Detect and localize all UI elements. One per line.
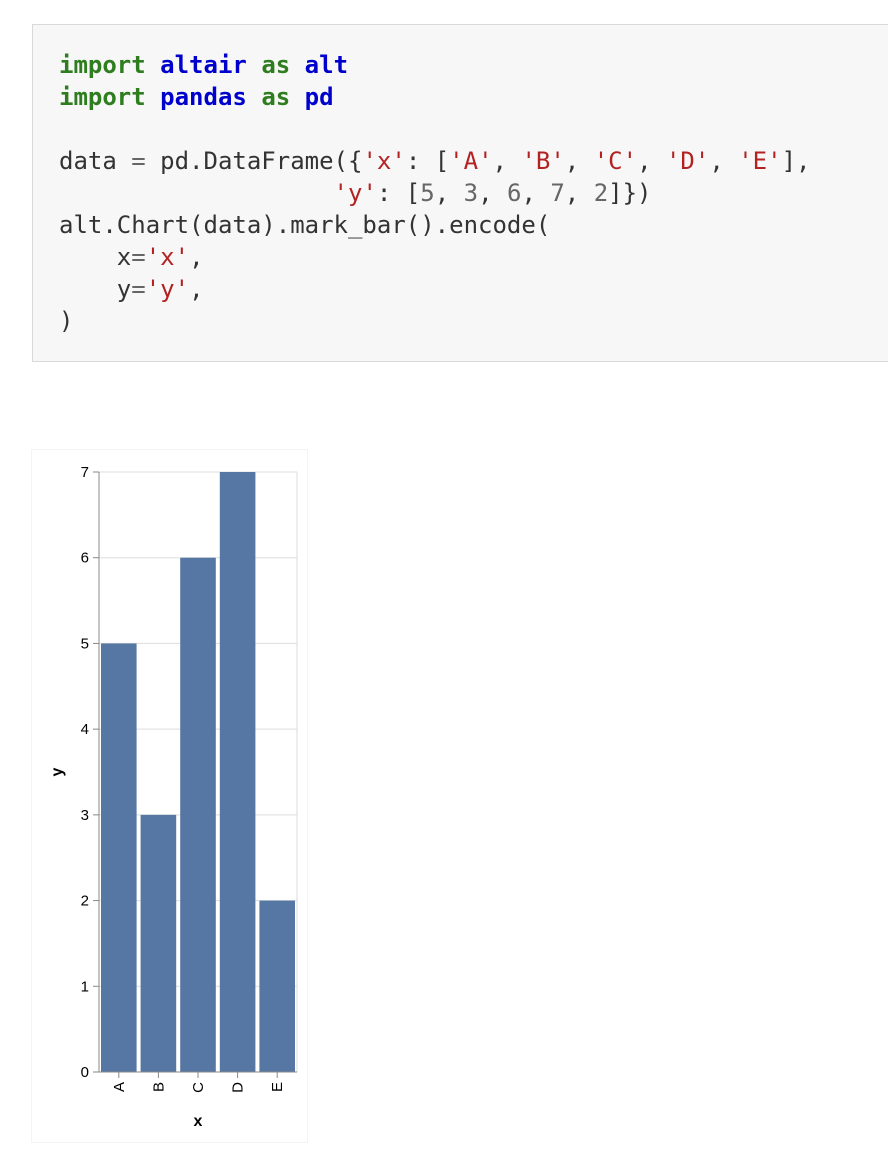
code-token: 2	[593, 179, 609, 207]
y-tick-label: 0	[81, 1064, 89, 1081]
code-token: alt	[304, 51, 349, 79]
code-token: as	[261, 51, 291, 79]
x-tick-label: B	[150, 1082, 167, 1092]
y-tick-label: 1	[81, 978, 89, 995]
code-token: 'E'	[738, 147, 782, 175]
code-token: ,	[521, 179, 551, 207]
code-token: =	[131, 147, 146, 175]
code-cell[interactable]: import altair as alt import pandas as pd d…	[32, 24, 888, 362]
code-token: 'A'	[449, 147, 493, 175]
code-line: y='y',	[59, 273, 811, 305]
x-axis-title: x	[194, 1113, 203, 1130]
code-token	[290, 51, 304, 79]
y-tick-label: 7	[81, 464, 89, 481]
code-token	[247, 83, 261, 111]
code-token: ,	[189, 275, 204, 303]
code-token: ,	[478, 179, 507, 207]
code-token: import	[59, 51, 146, 79]
code-line: alt.Chart(data).mark_bar().encode(	[59, 209, 811, 241]
bar-b	[140, 814, 177, 1072]
code-token: pd.DataFrame({	[145, 147, 363, 175]
code-token: ,	[564, 147, 594, 175]
code-token: ,	[189, 243, 204, 271]
code-token: ,	[709, 147, 739, 175]
code-token: : [	[376, 179, 421, 207]
code-token: 3	[463, 179, 479, 207]
bar-a	[101, 643, 137, 1072]
code-token: =	[131, 275, 146, 303]
code-token: data	[59, 147, 132, 175]
code-token: 'x'	[145, 243, 190, 271]
code-token: 6	[506, 179, 522, 207]
code-token	[290, 83, 304, 111]
code-token	[146, 51, 160, 79]
code-token: import	[59, 83, 146, 111]
code-token: 7	[550, 179, 565, 207]
y-tick-label: 4	[81, 721, 89, 738]
code-line: data = pd.DataFrame({'x': ['A', 'B', 'C'…	[59, 145, 811, 177]
code-line: x='x',	[59, 241, 811, 273]
code-token: =	[131, 243, 146, 271]
y-tick-label: 5	[81, 635, 89, 652]
code-token: 'y'	[333, 179, 377, 207]
bar-e	[259, 900, 295, 1072]
code-token: x	[59, 243, 132, 271]
code-editor[interactable]: import altair as alt import pandas as pd d…	[59, 49, 811, 337]
code-line	[59, 113, 811, 145]
code-token: 'y'	[145, 275, 190, 303]
code-token: ,	[492, 147, 522, 175]
code-token: altair	[160, 51, 247, 79]
code-token: as	[261, 83, 291, 111]
x-tick-label: E	[269, 1082, 286, 1092]
y-axis-title: y	[49, 767, 66, 776]
bar-d	[219, 472, 256, 1072]
code-token: : [	[405, 147, 450, 175]
x-tick-label: A	[111, 1082, 128, 1092]
y-tick-label: 2	[81, 893, 89, 910]
code-token: 'x'	[362, 147, 406, 175]
y-tick-label: 3	[81, 807, 89, 824]
y-tick-label: 6	[81, 550, 89, 567]
code-token: pandas	[160, 83, 247, 111]
code-token: pd	[304, 83, 334, 111]
code-token: ]})	[608, 179, 652, 207]
code-token: )	[59, 307, 74, 335]
code-line: 'y': [5, 3, 6, 7, 2]})	[59, 177, 811, 209]
code-token	[59, 179, 334, 207]
code-token	[146, 83, 160, 111]
bar-c	[180, 557, 216, 1072]
code-line: import altair as alt	[59, 49, 811, 81]
bar-chart: 0 1 2 3 4 5 6 7 A B C D Ex y	[49, 464, 298, 1130]
code-token: alt.Chart(data).mark_bar().encode(	[59, 211, 551, 239]
code-token: ,	[434, 179, 464, 207]
code-token: y	[59, 275, 132, 303]
code-token: 'B'	[521, 147, 565, 175]
code-token: 'D'	[665, 147, 710, 175]
code-token: ],	[781, 147, 811, 175]
code-token: 'C'	[593, 147, 638, 175]
code-token: ,	[637, 147, 666, 175]
x-tick-label: C	[190, 1082, 207, 1093]
code-line: )	[59, 305, 811, 337]
x-tick-label: D	[230, 1082, 247, 1093]
code-token: ,	[564, 179, 594, 207]
code-token	[247, 51, 261, 79]
code-line: import pandas as pd	[59, 81, 811, 113]
code-token: 5	[420, 179, 435, 207]
